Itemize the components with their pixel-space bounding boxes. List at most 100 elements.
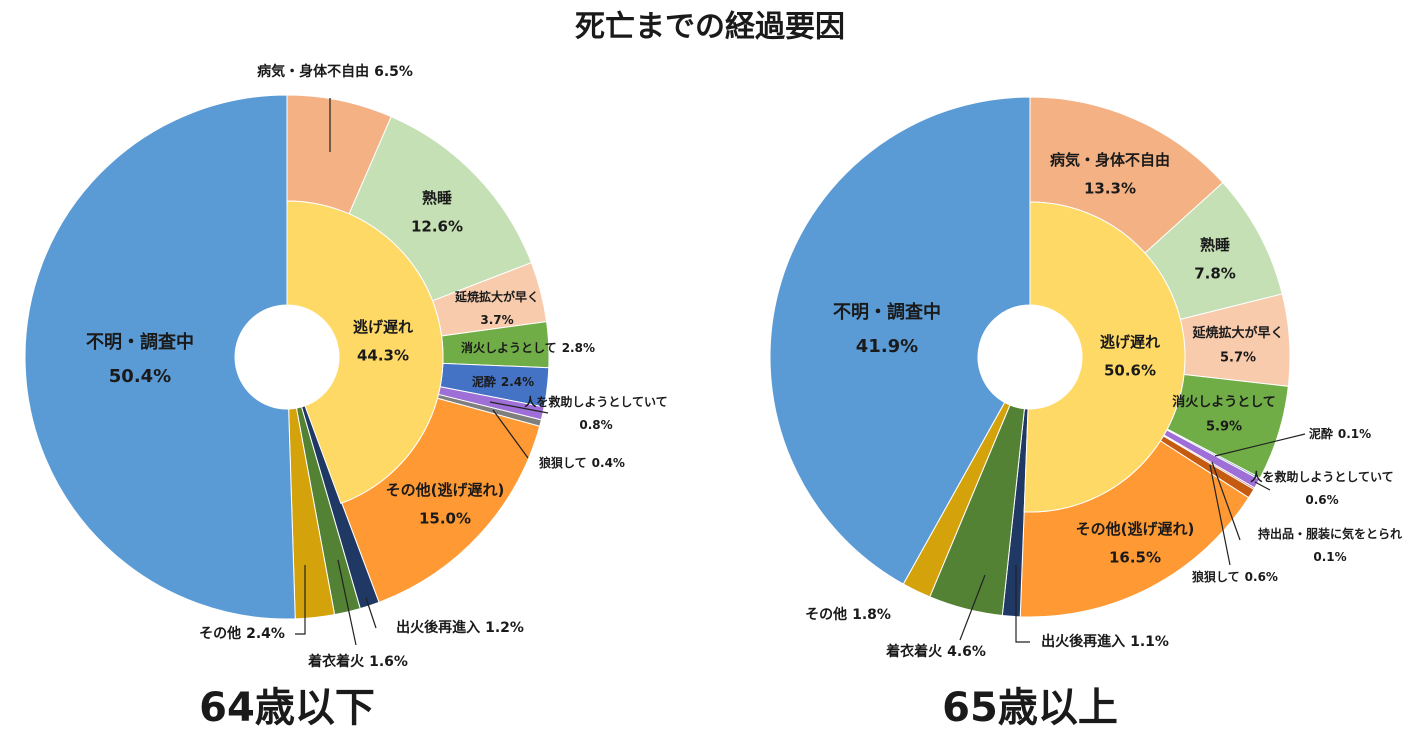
label-value: 50.6% — [1104, 361, 1156, 379]
label-value: 0.1% — [1313, 549, 1346, 563]
data-label: 不明・調査中 50.4% — [86, 331, 194, 387]
label-name: 逃げ遅れ — [1100, 333, 1160, 351]
leader-line — [1211, 461, 1241, 541]
label-value: 41.9% — [856, 336, 918, 357]
data-label: その他(逃げ遅れ) 15.0% — [386, 481, 505, 528]
data-label: 着衣着火 1.6% — [307, 653, 408, 670]
leader-line — [1214, 433, 1306, 457]
label-value: 5.9% — [1206, 419, 1242, 434]
label-value: 0.4% — [592, 456, 625, 470]
label-value: 4.6% — [947, 644, 986, 660]
label-name: 人を救助しようとしていて — [524, 394, 667, 409]
label-value: 5.7% — [1220, 350, 1256, 365]
label-name: 逃げ遅れ — [353, 318, 413, 336]
label-name: 熟睡 — [1200, 236, 1230, 254]
data-label: 病気・身体不自由 13.3% — [1050, 151, 1170, 198]
leader-line — [365, 597, 377, 629]
leader-line — [1254, 481, 1271, 491]
label-value: 12.6% — [411, 217, 463, 235]
label-name: 消火しようとして — [1172, 394, 1276, 410]
label-name: その他(逃げ遅れ) — [386, 481, 505, 499]
leader-line — [295, 565, 306, 635]
label-value: 44.3% — [357, 346, 409, 364]
label-name: 出火後再進入 — [1041, 633, 1125, 650]
label-name: 病気・身体不自由 — [257, 63, 369, 80]
data-label: 出火後再進入 1.1% — [1041, 633, 1169, 650]
label-name: 延焼拡大が早く — [454, 289, 539, 304]
data-label: 熟睡 7.8% — [1194, 236, 1236, 283]
data-label: 熟睡 12.6% — [411, 189, 463, 236]
label-value: 0.1% — [1338, 427, 1371, 441]
label-value: 0.6% — [1305, 492, 1338, 506]
label-value: 1.6% — [369, 654, 408, 670]
label-value: 7.8% — [1194, 264, 1236, 282]
label-value: 1.1% — [1130, 634, 1169, 650]
pie-segment — [24, 94, 296, 620]
data-label: 逃げ遅れ 50.6% — [1100, 333, 1160, 380]
leader-line — [959, 574, 986, 641]
data-label: 人を救助しようとしていて 0.6% — [1250, 469, 1393, 507]
data-label: 狼狽して 0.4% — [539, 455, 625, 470]
label-value: 2.4% — [501, 375, 534, 389]
label-name: 泥酔 — [472, 374, 496, 389]
data-label: 消火しようとして 2.8% — [461, 340, 595, 355]
leader-line — [337, 559, 357, 646]
label-name: 狼狽して — [1192, 569, 1240, 584]
pie-segment — [769, 96, 1031, 585]
chart-title: 65歳以上 — [942, 685, 1118, 731]
data-label: 持出品・服装に気をとられ 0.1% — [1258, 526, 1402, 564]
leader-line — [1015, 565, 1030, 643]
label-value: 2.4% — [246, 626, 285, 642]
label-value: 3.7% — [480, 312, 513, 326]
label-name: その他 — [805, 606, 847, 623]
data-label: 不明・調査中 41.9% — [833, 301, 941, 357]
page-title: 死亡までの経過要因 — [575, 10, 845, 45]
data-label: 泥酔 2.4% — [472, 374, 534, 389]
leader-line — [492, 409, 529, 459]
label-name: 不明・調査中 — [833, 301, 941, 323]
label-name: 不明・調査中 — [86, 331, 194, 353]
data-label: 延焼拡大が早く 3.7% — [454, 289, 539, 327]
data-label: 消火しようとして 5.9% — [1172, 394, 1276, 435]
label-value: 16.5% — [1109, 548, 1161, 566]
inner-segment — [286, 200, 444, 505]
leader-line — [1209, 464, 1231, 566]
label-name: 着衣着火 — [307, 653, 365, 670]
data-label: 着衣着火 4.6% — [885, 643, 986, 660]
label-value: 13.3% — [1084, 179, 1136, 197]
label-value: 15.0% — [419, 509, 471, 527]
data-label: 病気・身体不自由 6.5% — [257, 63, 413, 80]
data-label: その他 2.4% — [199, 625, 285, 642]
label-name: その他(逃げ遅れ) — [1076, 520, 1195, 538]
label-name: 着衣着火 — [885, 643, 943, 660]
data-label: 人を救助しようとしていて 0.8% — [524, 394, 667, 432]
label-value: 0.6% — [1245, 570, 1278, 584]
label-value: 1.2% — [485, 620, 524, 636]
label-name: 消火しようとして — [461, 340, 557, 355]
leader-line — [489, 401, 549, 414]
label-name: 人を救助しようとしていて — [1250, 469, 1393, 484]
label-name: 延焼拡大が早く — [1191, 325, 1283, 341]
data-label: 延焼拡大が早く 5.7% — [1191, 325, 1283, 366]
data-label: その他(逃げ遅れ) 16.5% — [1076, 520, 1195, 567]
label-name: 持出品・服装に気をとられ — [1258, 526, 1402, 541]
data-label: その他 1.8% — [805, 606, 891, 623]
label-name: 泥酔 — [1309, 426, 1333, 441]
data-label: 狼狽して 0.6% — [1192, 569, 1278, 584]
label-name: 出火後再進入 — [396, 619, 480, 636]
label-name: 熟睡 — [422, 189, 452, 207]
label-value: 0.8% — [579, 417, 612, 431]
label-value: 6.5% — [374, 64, 413, 80]
chart-title: 64歳以下 — [199, 685, 375, 731]
data-label: 泥酔 0.1% — [1309, 426, 1371, 441]
label-name: 狼狽して — [539, 455, 587, 470]
data-label: 出火後再進入 1.2% — [396, 619, 524, 636]
label-value: 50.4% — [109, 366, 171, 387]
label-value: 2.8% — [562, 341, 595, 355]
label-name: 病気・身体不自由 — [1050, 151, 1170, 169]
inner-segment — [1023, 201, 1186, 513]
label-name: その他 — [199, 625, 241, 642]
data-label: 逃げ遅れ 44.3% — [353, 318, 413, 365]
label-value: 1.8% — [852, 607, 891, 623]
